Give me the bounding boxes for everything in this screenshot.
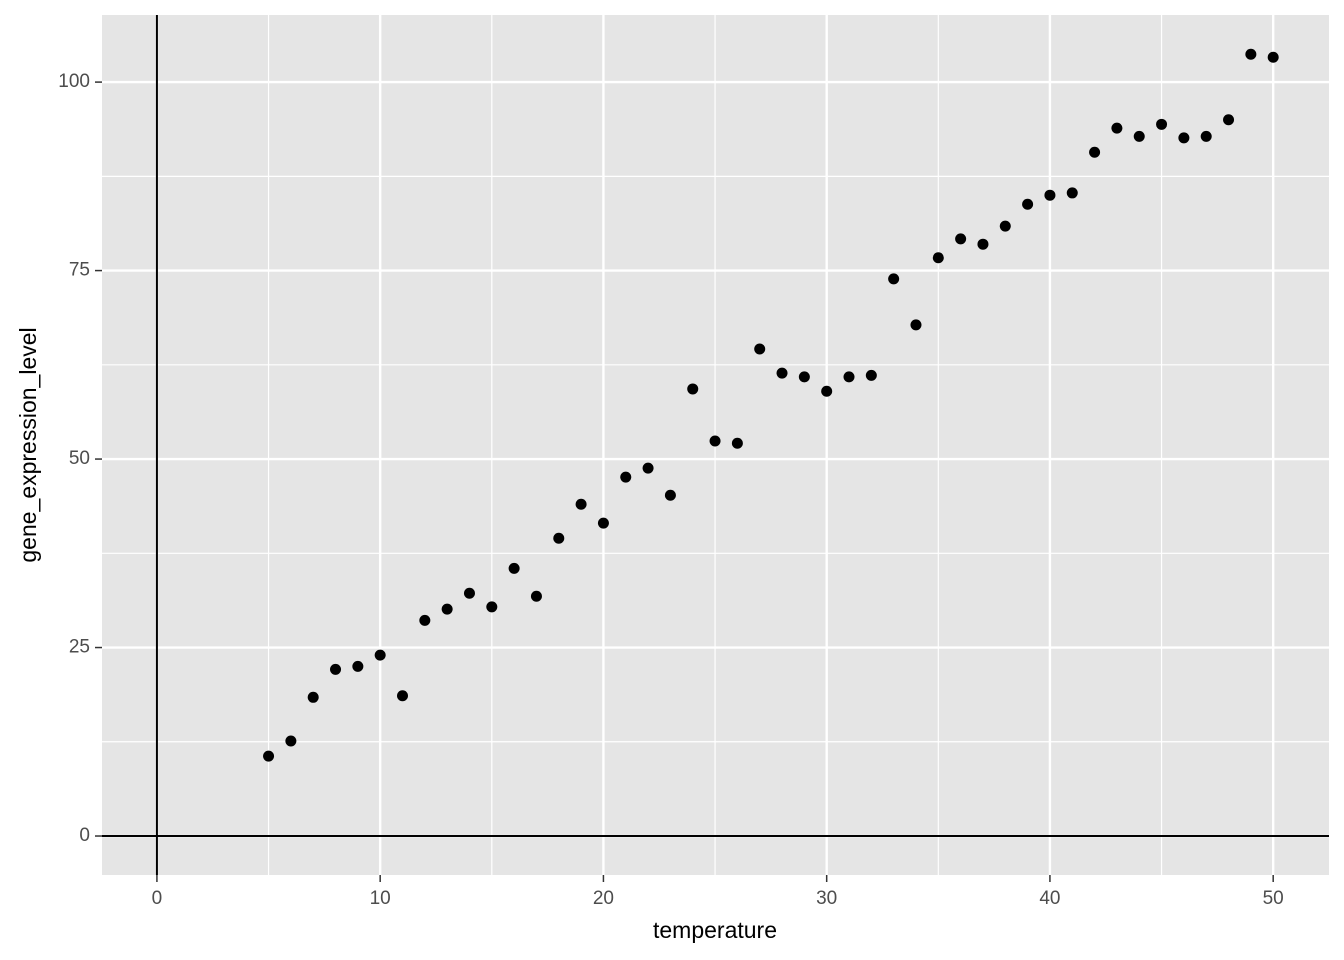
point (553, 532, 565, 544)
y-axis-title: gene_expression_level (15, 327, 41, 562)
point (955, 233, 967, 245)
point (776, 367, 788, 379)
point (1044, 189, 1056, 201)
x-tick-label: 10 (370, 888, 391, 909)
point (1022, 198, 1034, 210)
x-tick-label: 20 (593, 888, 614, 909)
point (330, 663, 342, 675)
point (1089, 146, 1101, 158)
y-tick-label: 100 (58, 71, 90, 92)
x-axis-title: temperature (653, 917, 777, 943)
point (999, 220, 1011, 232)
point (508, 562, 520, 574)
point (1267, 51, 1279, 63)
point (642, 462, 654, 474)
point (731, 437, 743, 449)
point (575, 498, 587, 510)
point (932, 252, 944, 264)
point (419, 614, 431, 626)
point (843, 371, 855, 383)
point (620, 471, 632, 483)
y-tick-label: 75 (69, 260, 90, 281)
point (285, 735, 297, 747)
point (307, 691, 319, 703)
point (798, 371, 810, 383)
y-tick-label: 25 (69, 637, 90, 658)
point (352, 660, 364, 672)
point (821, 385, 833, 397)
point (1200, 130, 1212, 142)
point (441, 603, 453, 615)
point (530, 590, 542, 602)
point (463, 587, 475, 599)
x-tick-label: 30 (816, 888, 837, 909)
point (486, 601, 498, 613)
point (1066, 187, 1078, 199)
point (977, 238, 989, 250)
point (1156, 118, 1168, 130)
point (597, 517, 609, 529)
x-tick-label: 0 (152, 888, 163, 909)
point (888, 273, 900, 285)
point (1133, 130, 1145, 142)
point (865, 369, 877, 381)
y-tick-label: 0 (79, 825, 90, 846)
point (687, 383, 699, 395)
point (1245, 48, 1257, 60)
point (1178, 132, 1190, 144)
x-tick-label: 40 (1039, 888, 1060, 909)
point (910, 319, 922, 331)
point (1111, 122, 1123, 134)
point (263, 750, 275, 762)
point (1223, 114, 1235, 126)
point (396, 690, 408, 702)
point (754, 343, 766, 355)
point (709, 435, 721, 447)
y-tick-label: 50 (69, 448, 90, 469)
point (374, 649, 386, 661)
point (664, 489, 676, 501)
x-tick-label: 50 (1263, 888, 1284, 909)
